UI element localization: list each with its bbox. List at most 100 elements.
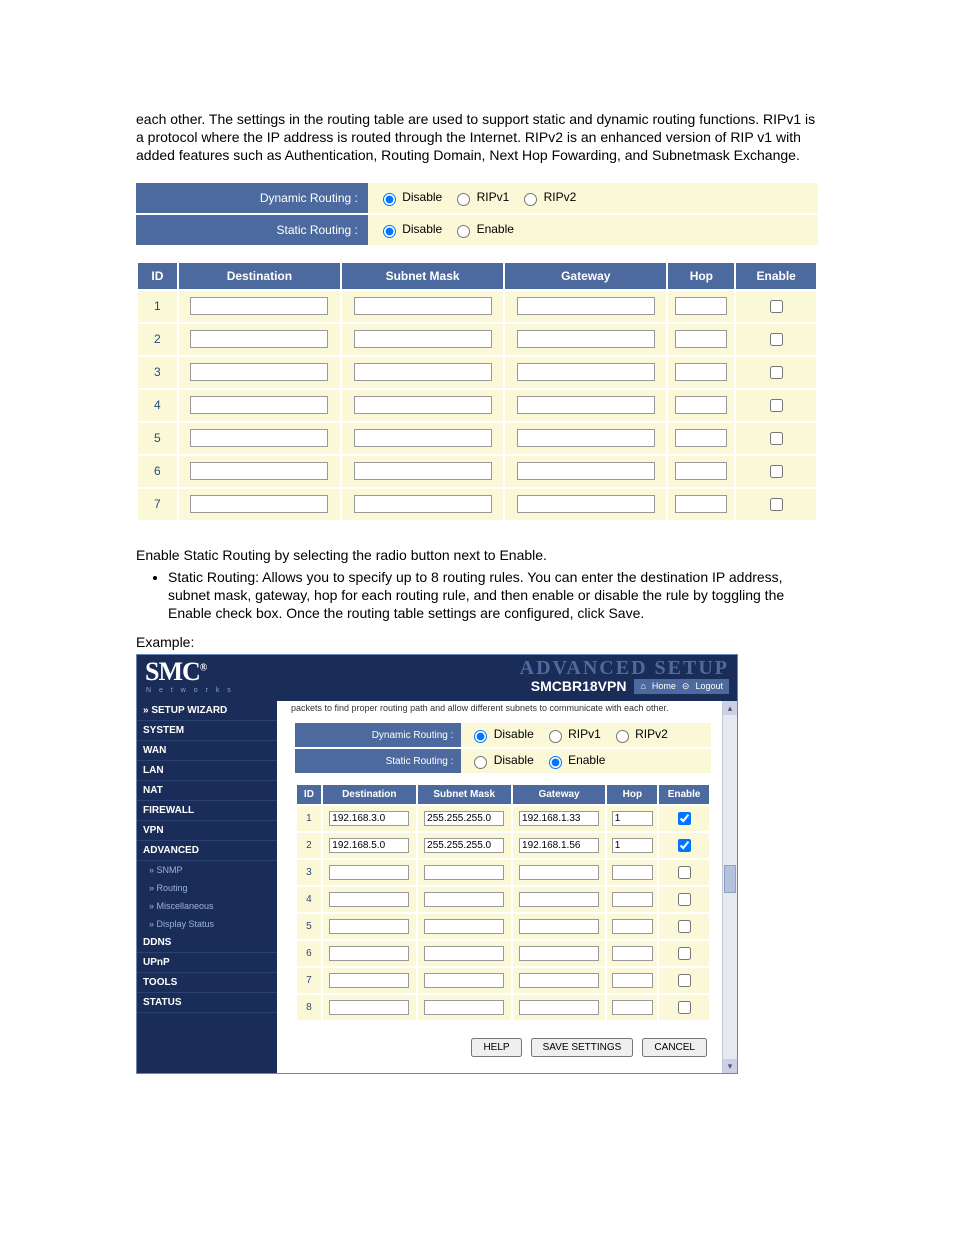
mask-input[interactable] [424, 919, 504, 934]
sidebar-item--setup-wizard[interactable]: » SETUP WIZARD [137, 701, 277, 721]
hop-input[interactable] [612, 946, 653, 961]
gw-input[interactable] [517, 363, 655, 381]
radio-enable[interactable]: Enable [452, 222, 514, 236]
gw-input[interactable] [517, 429, 655, 447]
enable-checkbox[interactable] [678, 920, 691, 933]
sidebar-item-upnp[interactable]: UPnP [137, 953, 277, 973]
mask-input[interactable] [424, 892, 504, 907]
dest-input[interactable] [329, 811, 409, 826]
radio-ripv1[interactable]: RIPv1 [452, 190, 509, 204]
hop-input[interactable] [612, 1000, 653, 1015]
enable-checkbox[interactable] [770, 432, 783, 445]
sidebar-item--routing[interactable]: » Routing [137, 879, 277, 897]
enable-checkbox[interactable] [770, 300, 783, 313]
sidebar-item-ddns[interactable]: DDNS [137, 933, 277, 953]
sidebar-item-status[interactable]: STATUS [137, 993, 277, 1013]
logout-link[interactable]: Logout [695, 681, 723, 691]
enable-checkbox[interactable] [770, 366, 783, 379]
sidebar-item--miscellaneous[interactable]: » Miscellaneous [137, 897, 277, 915]
help-button[interactable]: HELP [471, 1038, 521, 1057]
sidebar-item-vpn[interactable]: VPN [137, 821, 277, 841]
radio-enable[interactable]: Enable [544, 753, 606, 767]
scroll-down-icon[interactable]: ▾ [723, 1059, 737, 1073]
enable-checkbox[interactable] [678, 812, 691, 825]
hop-input[interactable] [612, 838, 653, 853]
dest-input[interactable] [329, 919, 409, 934]
enable-checkbox[interactable] [678, 974, 691, 987]
enable-checkbox[interactable] [678, 839, 691, 852]
hop-input[interactable] [612, 919, 653, 934]
sidebar-item-firewall[interactable]: FIREWALL [137, 801, 277, 821]
gw-input[interactable] [519, 838, 599, 853]
gw-input[interactable] [519, 973, 599, 988]
hop-input[interactable] [612, 892, 653, 907]
sidebar-item--display-status[interactable]: » Display Status [137, 915, 277, 933]
dest-input[interactable] [329, 865, 409, 880]
mask-input[interactable] [354, 495, 492, 513]
dest-input[interactable] [190, 396, 328, 414]
gw-input[interactable] [519, 946, 599, 961]
mask-input[interactable] [424, 838, 504, 853]
gw-input[interactable] [519, 892, 599, 907]
gw-input[interactable] [517, 297, 655, 315]
gw-input[interactable] [517, 396, 655, 414]
gw-input[interactable] [519, 1000, 599, 1015]
dest-input[interactable] [190, 363, 328, 381]
gw-input[interactable] [517, 495, 655, 513]
dest-input[interactable] [329, 892, 409, 907]
gw-input[interactable] [519, 811, 599, 826]
dest-input[interactable] [190, 297, 328, 315]
sidebar-item-wan[interactable]: WAN [137, 741, 277, 761]
radio-ripv1[interactable]: RIPv1 [544, 727, 601, 741]
dest-input[interactable] [329, 1000, 409, 1015]
radio-disable[interactable]: Disable [469, 727, 533, 741]
radio-disable[interactable]: Disable [378, 222, 442, 236]
gw-input[interactable] [517, 462, 655, 480]
enable-checkbox[interactable] [678, 947, 691, 960]
mask-input[interactable] [354, 363, 492, 381]
mask-input[interactable] [354, 330, 492, 348]
mask-input[interactable] [424, 946, 504, 961]
dest-input[interactable] [190, 462, 328, 480]
dest-input[interactable] [329, 973, 409, 988]
scroll-thumb[interactable] [724, 865, 736, 893]
mask-input[interactable] [424, 1000, 504, 1015]
hop-input[interactable] [675, 396, 727, 414]
gw-input[interactable] [519, 865, 599, 880]
radio-ripv2[interactable]: RIPv2 [519, 190, 576, 204]
hop-input[interactable] [612, 973, 653, 988]
scroll-up-icon[interactable]: ▴ [723, 701, 737, 715]
hop-input[interactable] [675, 429, 727, 447]
mask-input[interactable] [424, 811, 504, 826]
hop-input[interactable] [675, 363, 727, 381]
hop-input[interactable] [612, 865, 653, 880]
sidebar-item-lan[interactable]: LAN [137, 761, 277, 781]
save-settings-button[interactable]: SAVE SETTINGS [531, 1038, 634, 1057]
mask-input[interactable] [424, 865, 504, 880]
sidebar-item-advanced[interactable]: ADVANCED [137, 841, 277, 861]
dest-input[interactable] [329, 838, 409, 853]
sidebar-item-tools[interactable]: TOOLS [137, 973, 277, 993]
mask-input[interactable] [424, 973, 504, 988]
smc-scrollbar[interactable]: ▴ ▾ [722, 701, 737, 1073]
dest-input[interactable] [190, 429, 328, 447]
hop-input[interactable] [675, 297, 727, 315]
hop-input[interactable] [675, 462, 727, 480]
radio-disable[interactable]: Disable [378, 190, 442, 204]
home-link[interactable]: Home [652, 681, 676, 691]
radio-disable[interactable]: Disable [469, 753, 533, 767]
enable-checkbox[interactable] [678, 866, 691, 879]
dest-input[interactable] [190, 495, 328, 513]
enable-checkbox[interactable] [770, 333, 783, 346]
mask-input[interactable] [354, 297, 492, 315]
dest-input[interactable] [190, 330, 328, 348]
cancel-button[interactable]: CANCEL [642, 1038, 707, 1057]
hop-input[interactable] [675, 330, 727, 348]
enable-checkbox[interactable] [678, 893, 691, 906]
enable-checkbox[interactable] [770, 465, 783, 478]
sidebar-item-system[interactable]: SYSTEM [137, 721, 277, 741]
radio-ripv2[interactable]: RIPv2 [611, 727, 668, 741]
hop-input[interactable] [612, 811, 653, 826]
dest-input[interactable] [329, 946, 409, 961]
gw-input[interactable] [519, 919, 599, 934]
